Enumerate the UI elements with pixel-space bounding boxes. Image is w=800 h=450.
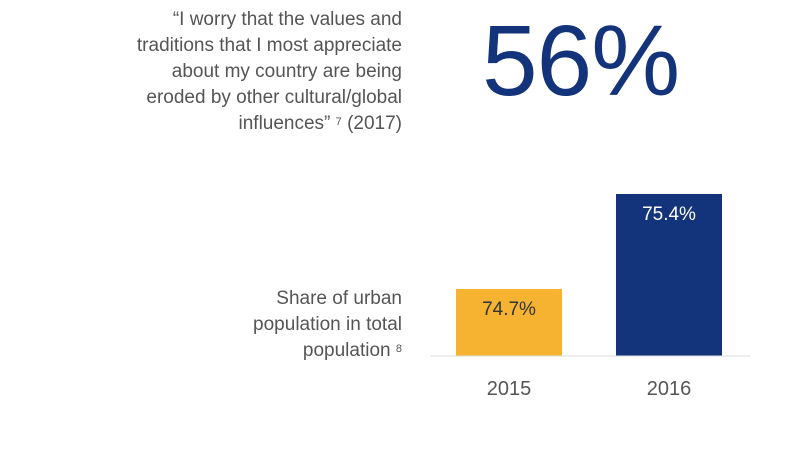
- quote-line-5: influences” 7 (2017): [239, 113, 403, 134]
- bar-value-label-2016: 75.4%: [642, 204, 696, 225]
- x-tick-label-2015: 2015: [487, 378, 532, 400]
- quote-line-4: eroded by other cultural/global: [146, 87, 402, 108]
- big-stat-value: 56%: [482, 5, 680, 117]
- chart-label-line-3-text: population: [302, 340, 391, 361]
- ticks-group: 2015 2016: [487, 378, 692, 400]
- quote-line-3: about my country are being: [171, 61, 402, 82]
- quote-line-2: traditions that I most appreciate: [136, 35, 402, 56]
- chart-label-line-2: population in total: [253, 314, 402, 335]
- bar-2016: [616, 194, 722, 356]
- bar-2015: [456, 289, 562, 356]
- quote-year: (2017): [341, 113, 402, 134]
- chart-label: Share of urban population in total popul…: [182, 286, 402, 364]
- quote-text: “I worry that the values and traditions …: [72, 7, 402, 137]
- x-tick-label-2016: 2016: [647, 378, 692, 400]
- bar-value-label-2015: 74.7%: [482, 299, 536, 320]
- quote-line-5-text: influences”: [238, 113, 331, 134]
- chart-label-line-3: population 8: [182, 338, 402, 364]
- chart-label-footnote: 8: [395, 343, 402, 355]
- bars-group: [456, 194, 722, 356]
- labels-group: 74.7% 75.4%: [482, 204, 696, 320]
- chart-label-line-1: Share of urban: [276, 288, 402, 309]
- quote-line-1: “I worry that the values and: [172, 9, 402, 30]
- quote-footnote: 7: [335, 116, 342, 128]
